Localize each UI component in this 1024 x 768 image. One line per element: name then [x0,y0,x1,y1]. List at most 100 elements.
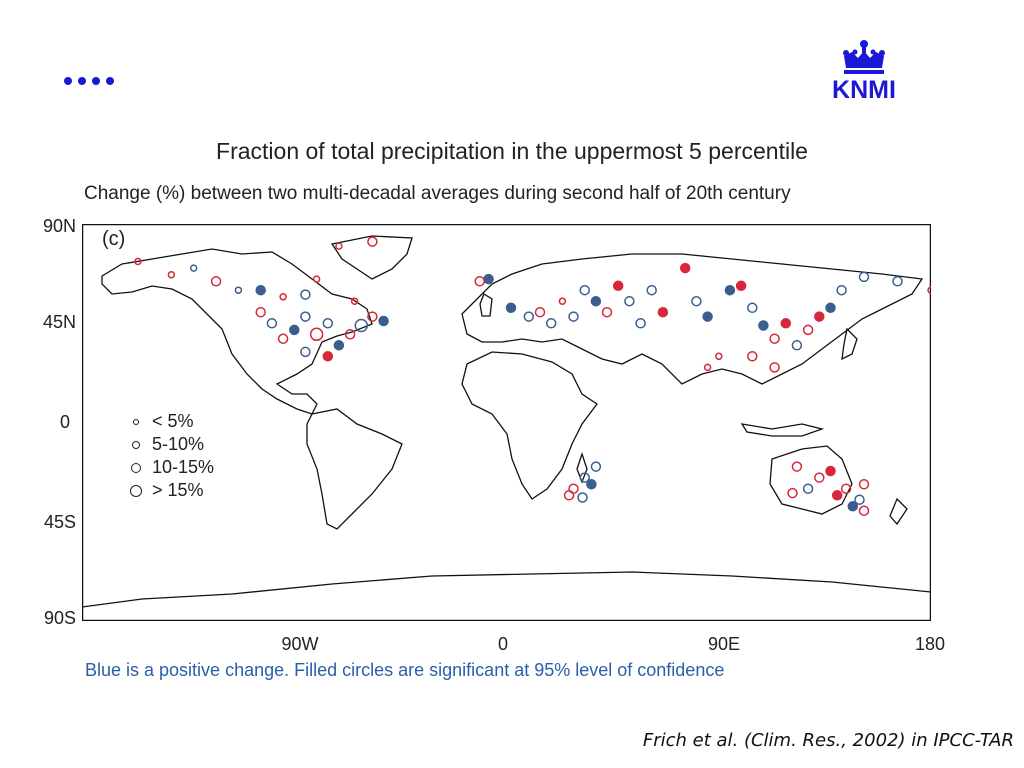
station-marker-18 [367,311,378,322]
x-tick-180: 180 [914,634,946,654]
station-marker-36 [601,306,613,318]
station-marker-22 [350,297,359,305]
station-marker-69 [802,483,814,494]
station-marker-42 [679,262,691,274]
station-marker-40 [646,284,657,296]
station-marker-73 [840,483,852,494]
logo-text: KNMI [832,76,896,104]
station-marker-55 [836,284,847,296]
citation: Frich et al. (Clim. Res., 2002) in IPCC-… [642,730,1014,751]
x-tick-90e: 90E [707,634,741,654]
knmi-logo: KNMI [822,38,906,104]
station-marker-32 [558,297,567,305]
station-marker-16 [344,329,356,340]
station-marker-48 [758,320,769,331]
station-marker-24 [367,236,378,247]
station-marker-79 [927,286,931,294]
station-marker-60 [747,351,758,362]
station-marker-34 [579,284,590,296]
station-marker-38 [624,295,635,307]
station-marker-46 [735,280,747,292]
y-tick-45n: 45N [42,312,76,332]
station-marker-57 [892,276,903,287]
station-marker-15 [333,340,345,351]
station-marker-4 [234,286,243,294]
legend: < 5% 5-10% 10-15% > 15% [120,410,214,502]
station-marker-67 [577,492,588,503]
station-marker-35 [590,295,602,307]
station-marker-58 [715,352,723,361]
station-marker-6 [279,293,287,301]
station-marker-45 [724,284,736,296]
station-marker-63 [586,479,597,490]
y-tick-0: 0 [59,412,70,432]
station-marker-7 [300,289,311,300]
station-marker-76 [854,494,865,505]
world-map [82,224,931,621]
station-marker-20 [322,351,334,362]
station-marker-26 [483,273,494,285]
crown-icon [843,40,885,74]
station-marker-31 [545,318,557,329]
y-tick-90s: 90S [43,608,76,628]
station-marker-8 [255,306,266,318]
station-marker-1 [167,270,176,279]
panel-label: (c) [102,228,126,250]
station-marker-25 [335,242,343,250]
station-marker-68 [791,461,803,472]
station-marker-27 [474,276,485,287]
station-marker-66 [563,490,575,501]
station-marker-62 [579,472,590,483]
station-marker-78 [858,505,870,516]
chart-subtitle: Change (%) between two multi-decadal ave… [84,183,791,204]
station-marker-74 [847,501,859,512]
station-marker-19 [378,315,389,327]
four-dots-icon [64,68,114,94]
station-marker-71 [825,465,836,477]
station-marker-13 [309,327,324,342]
station-marker-72 [831,490,843,501]
legend-item-gt15: > 15% [120,479,214,502]
station-marker-52 [802,324,814,336]
station-marker-41 [657,306,669,318]
station-marker-54 [825,302,836,314]
x-tick-90w: 90W [281,634,319,654]
station-marker-11 [289,324,300,336]
legend-item-5-10: 5-10% [120,433,214,456]
chart-title: Fraction of total precipitation in the u… [216,138,808,164]
station-marker-17 [354,318,369,333]
station-marker-12 [300,311,311,322]
x-tick-0: 0 [497,634,508,654]
station-marker-59 [703,363,712,372]
station-marker-61 [769,362,780,373]
station-marker-77 [787,487,798,499]
station-marker-47 [747,302,758,314]
station-marker-49 [769,333,780,344]
station-marker-39 [635,318,646,329]
station-marker-9 [266,318,278,329]
legend-item-lt5: < 5% [120,410,214,433]
station-marker-3 [210,276,222,287]
station-marker-33 [568,311,579,322]
station-marker-51 [791,340,803,351]
station-marker-0 [134,257,142,266]
station-marker-30 [534,306,546,318]
caption: Blue is a positive change. Filled circle… [85,660,725,680]
station-marker-65 [590,461,602,472]
station-marker-2 [189,264,198,272]
station-marker-29 [523,311,535,322]
station-marker-14 [322,318,334,329]
station-marker-53 [814,311,825,322]
y-tick-45s: 45S [43,512,76,532]
station-marker-23 [312,275,321,283]
station-marker-5 [255,284,266,296]
station-marker-56 [858,271,870,283]
station-marker-50 [780,318,792,329]
station-marker-75 [858,479,870,490]
y-tick-90n: 90N [42,216,76,236]
station-marker-28 [505,302,517,314]
legend-item-10-15: 10-15% [120,456,214,479]
station-marker-43 [691,295,702,307]
station-marker-44 [702,311,713,322]
station-marker-10 [277,333,289,344]
